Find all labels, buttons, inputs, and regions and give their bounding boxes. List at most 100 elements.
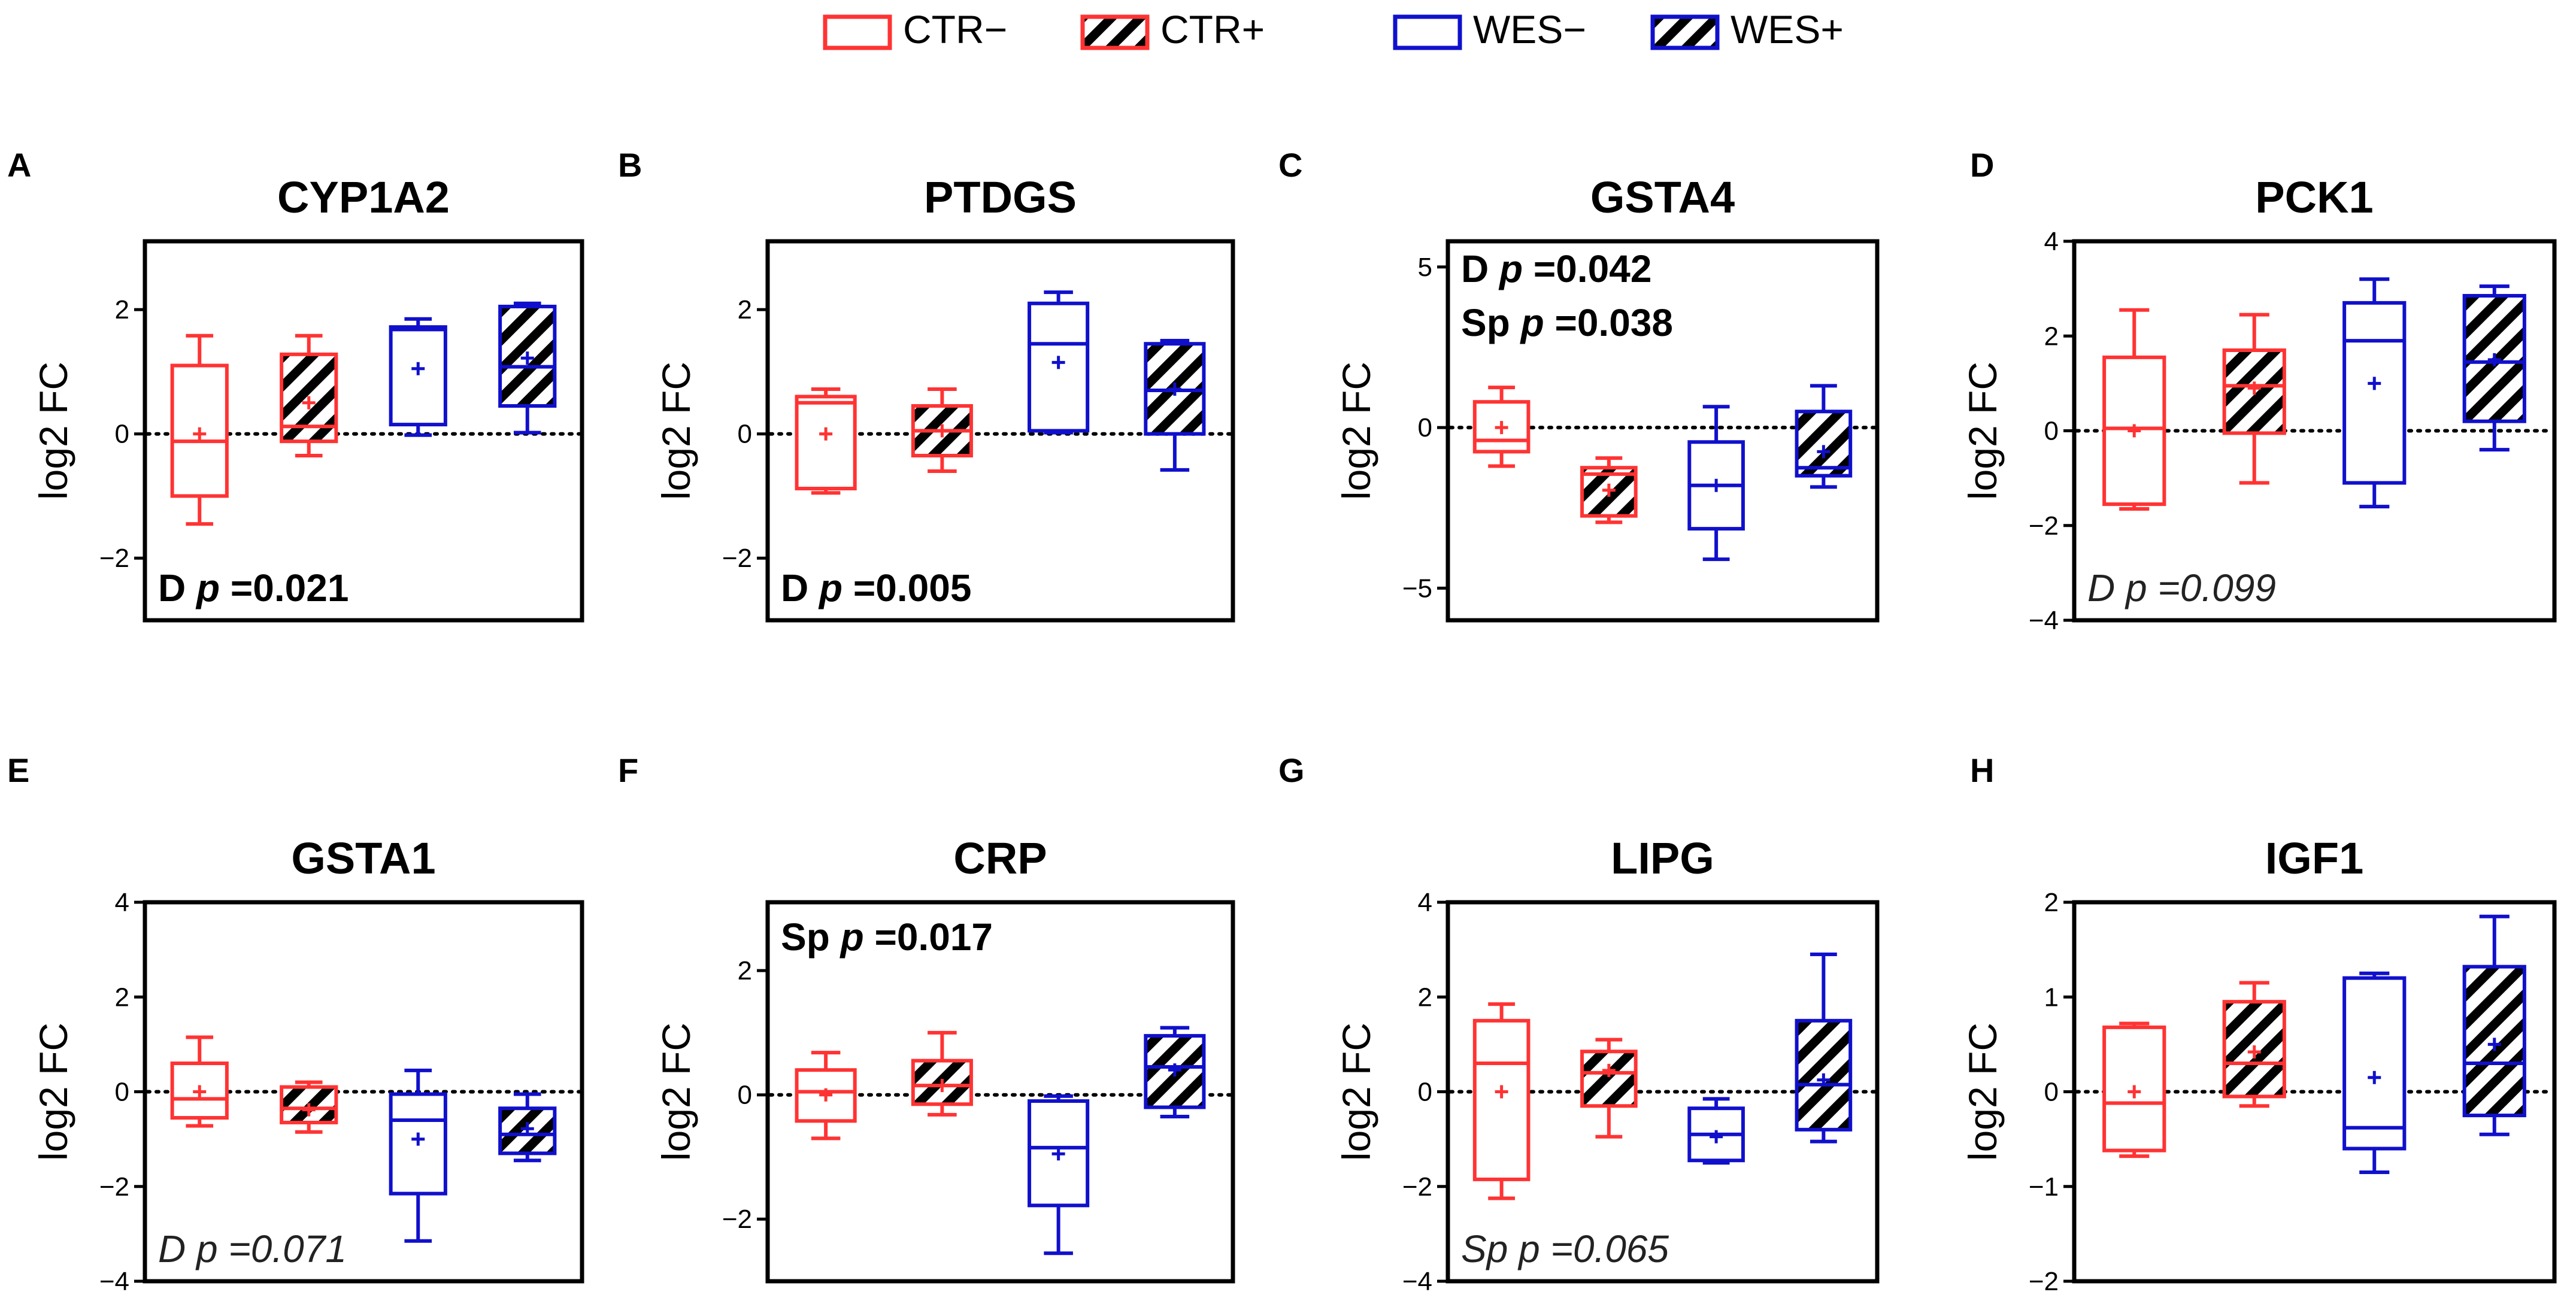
panel-f-ytick-label-0: 2 <box>738 956 752 985</box>
panel-a-ctrplus-mean <box>302 396 316 410</box>
panel-h-wesminus-box <box>2342 971 2407 1175</box>
panel-d-wesminus-box <box>2342 277 2407 509</box>
panel-a-stat-annotation: D p =0.021 <box>158 566 348 609</box>
panel-f-ytick-label-2: −2 <box>722 1205 752 1234</box>
panel-g-ctrplus-box <box>1580 1038 1638 1139</box>
panel-c-wesplus-mean <box>1817 445 1831 459</box>
panel-c-stat-annotation-1: Sp p =0.038 <box>1461 301 1673 344</box>
panel-f-stat-annotation: Sp p =0.017 <box>781 915 993 959</box>
legend-swatch-wesminus <box>1393 14 1462 50</box>
panel-g-wesplus-box <box>1795 953 1853 1144</box>
panel-b-ytick-label-0: 2 <box>738 295 752 324</box>
legend-label-ctrplus: CTR+ <box>1160 7 1265 51</box>
panel-b-wesplus-box <box>1144 339 1206 472</box>
panel-f-frame <box>765 900 1235 1284</box>
panel-b-stat-p: p <box>818 566 842 609</box>
panel-f-ytick-label-1: 0 <box>738 1081 752 1110</box>
panel-f-title: CRP <box>953 833 1047 883</box>
panel-c-ytick-label-2: −5 <box>1402 574 1432 603</box>
panel-d-wesminus-mean <box>2368 377 2381 390</box>
panel-g-ytick-label-2: 0 <box>1418 1078 1432 1107</box>
panel-e-ytick-label-2: 0 <box>115 1078 129 1107</box>
panel-h-ytick-label-0: 2 <box>2044 888 2059 917</box>
panel-e-wesminus-mean <box>411 1132 425 1146</box>
panel-e-ctrminus-box <box>170 1035 229 1128</box>
legend-label-wesminus: WES− <box>1473 7 1586 51</box>
legend-label-wesplus: WES+ <box>1731 7 1844 51</box>
panel-e-wesminus-box <box>389 1068 447 1243</box>
panel-h-ytick-label-1: 1 <box>2044 982 2059 1012</box>
panel-h-wesplus-iqr <box>2462 965 2526 1118</box>
panel-d-ytick-label-4: −4 <box>2029 606 2059 635</box>
panel-c-stat-p: p <box>1498 247 1523 290</box>
panel-f-wesplus-box <box>1144 1026 1206 1119</box>
panel-f-ctrminus-box <box>795 1051 857 1141</box>
panel-e-stat-prefix: D <box>158 1227 186 1270</box>
panel-g-ctrplus-iqr <box>1580 1050 1638 1108</box>
panel-c-ctrplus-mean <box>1602 483 1616 497</box>
panel-c-ytick-label-0: 5 <box>1418 253 1432 282</box>
panel-d-ytick-label-1: 2 <box>2044 322 2059 351</box>
panel-a-ctrminus-box <box>170 333 229 526</box>
panel-b-stat-prefix: D <box>781 566 808 609</box>
panel-e-ytick-label-1: 2 <box>115 982 129 1012</box>
panel-c-ylabel: log2 FC <box>1334 362 1378 500</box>
panel-b-wesminus-box <box>1028 290 1090 435</box>
panel-h: H IGF1 log2 FC 2 1 0 −1 −2 <box>1960 751 2557 1296</box>
panel-a-wesminus-mean <box>411 362 425 375</box>
panel-e-ctrminus-mean <box>193 1085 207 1099</box>
panel-b-ctrplus-mean <box>935 424 949 438</box>
legend-swatch-ctrplus <box>1080 14 1150 50</box>
panel-b-wesplus-mean <box>1168 382 1181 396</box>
panel-b-ctrminus-mean <box>819 427 833 441</box>
panel-c: C GSTA4 log2 FC 5 0 −5 D p =0.042 Sp p =0.038 <box>1278 146 1880 623</box>
panel-f-ylabel: log2 FC <box>654 1023 698 1161</box>
panel-g-title: LIPG <box>1611 833 1714 883</box>
panel-d-ylabel: log2 FC <box>1960 362 2005 500</box>
panel-d: D PCK1 log2 FC 4 2 0 −2 −4 D p =0.099 <box>1960 146 2557 635</box>
panel-c-stat-value: =0.042 <box>1523 247 1651 290</box>
panel-b-ctrminus-box <box>795 387 857 495</box>
panel-d-wesplus-box <box>2462 284 2526 452</box>
panel-e-stat-value: =0.071 <box>218 1227 347 1270</box>
panel-f-letter: F <box>618 751 638 789</box>
panel-b-letter: B <box>618 146 642 184</box>
panel-c-title: GSTA4 <box>1590 172 1735 222</box>
panel-a-ylabel: log2 FC <box>31 362 75 500</box>
legend-label-ctrminus: CTR− <box>903 7 1007 51</box>
panel-h-wesplus-mean <box>2487 1038 2501 1051</box>
panel-e-ctrplus-mean <box>302 1103 316 1117</box>
panel-e-stat-p: p <box>195 1227 218 1270</box>
panel-d-title: PCK1 <box>2255 172 2373 222</box>
panel-g: G LIPG log2 FC 4 2 0 −2 −4 Sp p =0.065 <box>1278 751 1880 1296</box>
panel-h-letter: H <box>1970 751 1994 789</box>
panel-b-ytick-label-2: −2 <box>722 544 752 573</box>
panel-c-ytick-label-1: 0 <box>1418 413 1432 442</box>
panel-h-ytick-label-4: −2 <box>2029 1267 2059 1296</box>
legend-swatch-wesplus <box>1650 14 1720 50</box>
panel-e-letter: E <box>7 751 29 789</box>
panel-b-ctrplus-box <box>911 387 973 473</box>
panel-g-wesminus-mean <box>1710 1130 1723 1144</box>
panel-d-ytick-label-3: −2 <box>2029 511 2059 541</box>
panel-f-stat-p: p <box>840 915 864 959</box>
panel-d-stat-annotation: D p =0.099 <box>2087 566 2276 609</box>
panel-b-ylabel: log2 FC <box>654 362 698 500</box>
panel-d-ctrplus-box <box>2222 313 2286 485</box>
panels: A CYP1A2 log2 FC 2 0 −2 D p =0.021 B PTDGS log2 F… <box>7 146 2557 1296</box>
panel-b-ctrminus-iqr <box>795 395 857 491</box>
panel-g-ylabel: log2 FC <box>1334 1023 1378 1161</box>
panel-b: B PTDGS log2 FC 2 0 −2 D p =0.005 <box>618 146 1235 623</box>
panel-c-stat-prefix: Sp <box>1461 301 1510 344</box>
panel-h-wesminus-mean <box>2368 1070 2381 1084</box>
panel-g-ytick-label-3: −2 <box>1402 1172 1432 1202</box>
panel-d-ctrplus-mean <box>2247 381 2261 395</box>
panel-d-ctrminus-mean <box>2128 424 2141 438</box>
panel-c-wesminus-mean <box>1710 478 1723 492</box>
panel-a-ctrminus-mean <box>193 427 207 441</box>
panel-b-stat-value: =0.005 <box>842 566 971 609</box>
panel-g-ytick-label-0: 4 <box>1418 888 1432 917</box>
panel-f-ctrminus-iqr <box>795 1068 857 1123</box>
panel-d-stat-prefix: D <box>2087 566 2115 609</box>
